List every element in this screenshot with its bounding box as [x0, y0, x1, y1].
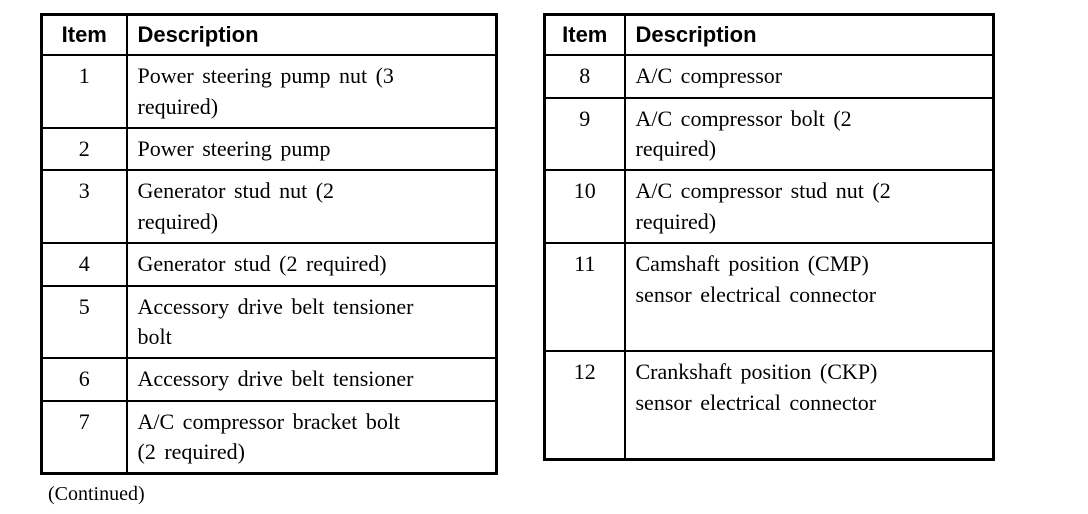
item-cell: 5	[40, 284, 128, 360]
table-row: 7 A/C compressor bracket bolt (2 require…	[40, 399, 498, 475]
continued-note: (Continued)	[48, 483, 145, 506]
item-cell: 11	[543, 242, 626, 353]
description-cell: Accessory drive belt tensioner bolt	[125, 284, 498, 360]
table-row: 9 A/C compressor bolt (2 required)	[543, 96, 995, 172]
parts-table-left-block: Item Description 1 Power steering pump n…	[40, 13, 498, 506]
description-cell: A/C compressor bolt (2 required)	[623, 96, 995, 172]
item-cell: 7	[40, 399, 128, 475]
item-cell: 10	[543, 169, 626, 245]
description-cell: Generator stud nut (2 required)	[125, 169, 498, 245]
description-cell: Power steering pump nut (3 required)	[125, 54, 498, 130]
item-column-header: Item	[543, 13, 626, 57]
description-cell: A/C compressor stud nut (2 required)	[623, 169, 995, 245]
table-row: 4 Generator stud (2 required)	[40, 242, 498, 287]
item-cell: 12	[543, 350, 626, 461]
description-cell: Accessory drive belt tensioner	[125, 357, 498, 402]
header-row: Item Description	[543, 13, 995, 57]
description-cell: Generator stud (2 required)	[125, 242, 498, 287]
item-cell: 8	[543, 54, 626, 99]
description-cell: Power steering pump	[125, 127, 498, 172]
table-row: 8 A/C compressor	[543, 54, 995, 99]
table-row: 3 Generator stud nut (2 required)	[40, 169, 498, 245]
parts-table-left: Item Description 1 Power steering pump n…	[40, 13, 498, 476]
item-cell: 2	[40, 127, 128, 172]
header-row: Item Description	[40, 13, 498, 57]
description-cell: A/C compressor	[623, 54, 995, 99]
table-row: 6 Accessory drive belt tensioner	[40, 357, 498, 402]
description-cell: Crankshaft position (CKP) sensor electri…	[623, 350, 995, 461]
description-cell: Camshaft position (CMP) sensor electrica…	[623, 242, 995, 353]
description-column-header: Description	[623, 13, 995, 57]
parts-table-right-block: Item Description 8 A/C compressor 9 A/C …	[543, 13, 995, 462]
item-cell: 3	[40, 169, 128, 245]
item-cell: 1	[40, 54, 128, 130]
table-row: 11 Camshaft position (CMP) sensor electr…	[543, 242, 995, 353]
table-row: 1 Power steering pump nut (3 required)	[40, 54, 498, 130]
description-column-header: Description	[125, 13, 498, 57]
table-row: 5 Accessory drive belt tensioner bolt	[40, 284, 498, 360]
table-row: 10 A/C compressor stud nut (2 required)	[543, 169, 995, 245]
description-cell: A/C compressor bracket bolt (2 required)	[125, 399, 498, 475]
table-row: 12 Crankshaft position (CKP) sensor elec…	[543, 350, 995, 461]
item-cell: 4	[40, 242, 128, 287]
parts-table-right: Item Description 8 A/C compressor 9 A/C …	[543, 13, 995, 462]
item-cell: 6	[40, 357, 128, 402]
item-column-header: Item	[40, 13, 128, 57]
item-cell: 9	[543, 96, 626, 172]
table-row: 2 Power steering pump	[40, 127, 498, 172]
